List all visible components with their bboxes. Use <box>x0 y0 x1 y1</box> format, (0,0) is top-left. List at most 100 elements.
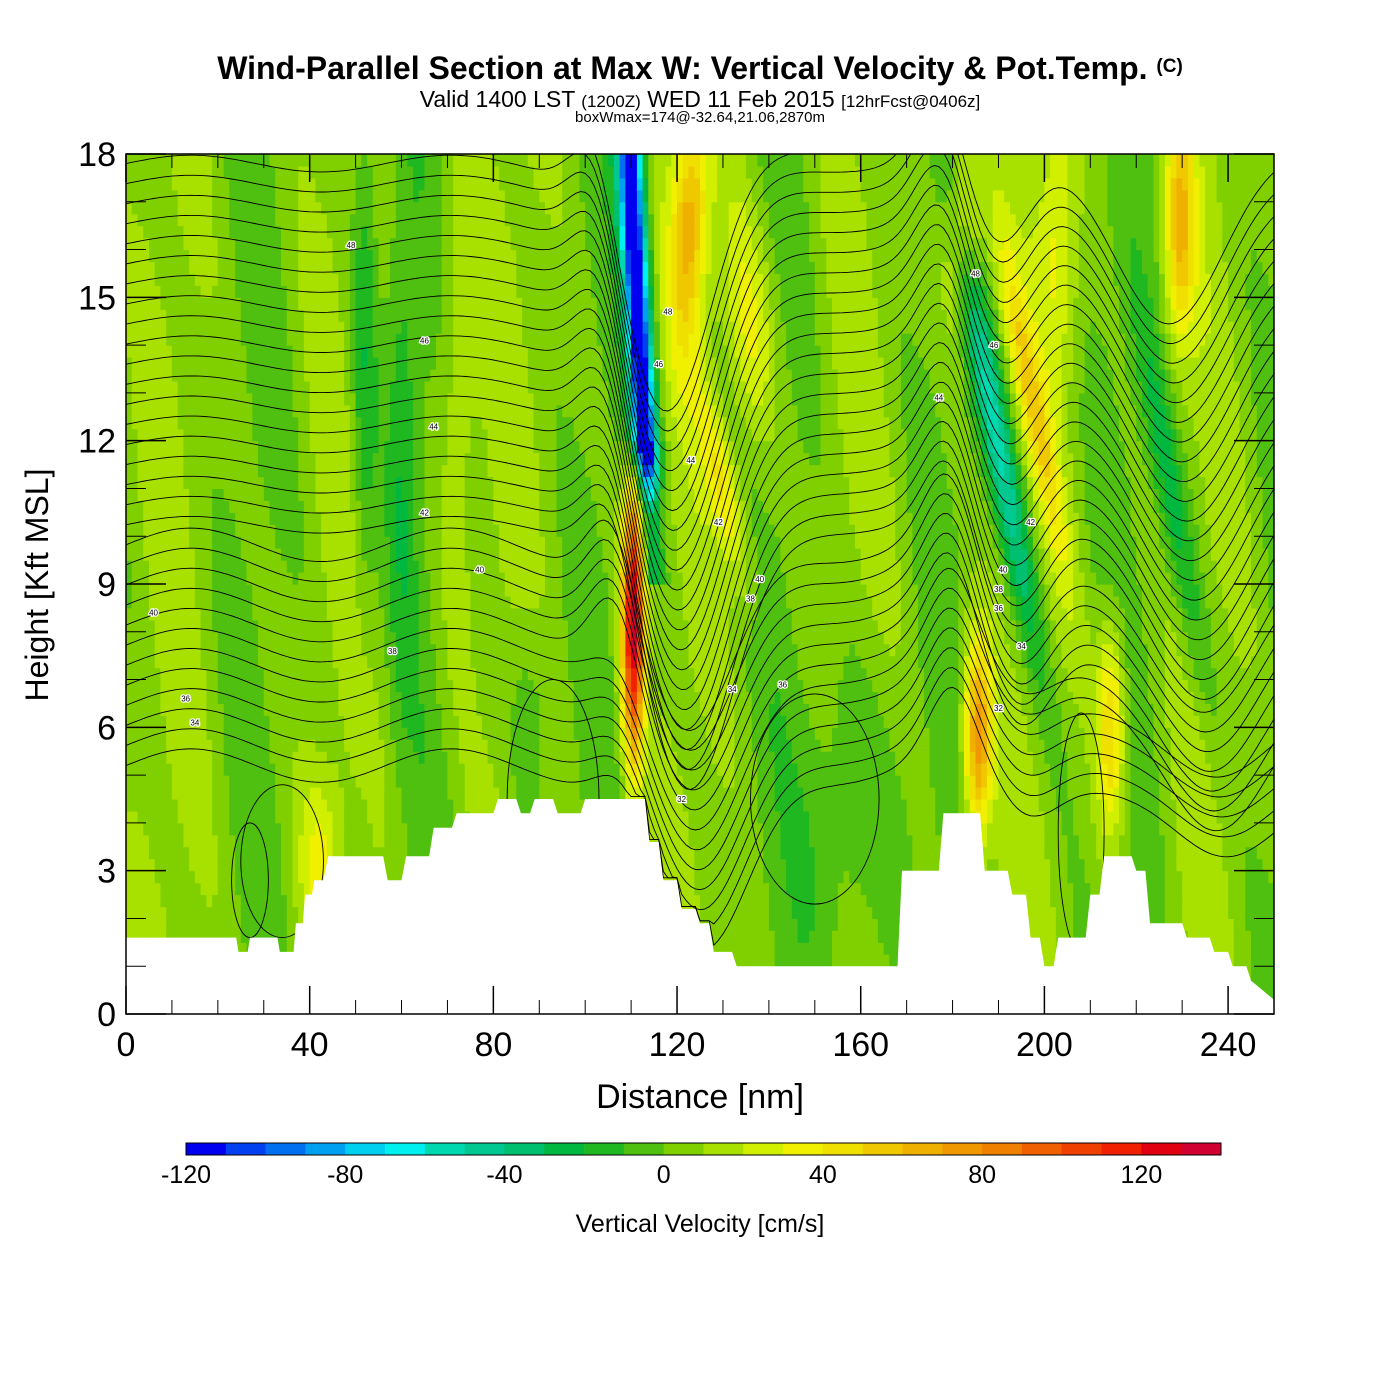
velocity-cell <box>292 476 299 489</box>
velocity-cell <box>171 882 179 896</box>
velocity-cell <box>395 822 403 836</box>
velocity-cell <box>246 834 253 848</box>
velocity-cell <box>160 428 167 442</box>
velocity-cell <box>499 775 506 788</box>
velocity-cell <box>493 787 500 800</box>
velocity-cell <box>424 787 431 800</box>
velocity-cell <box>281 810 288 824</box>
velocity-cell <box>453 237 460 251</box>
velocity-cell <box>481 249 489 263</box>
velocity-cell <box>470 703 477 716</box>
velocity-cell <box>344 524 351 537</box>
velocity-cell <box>166 464 173 478</box>
velocity-cell <box>137 189 144 203</box>
velocity-cell <box>372 440 380 454</box>
velocity-cell <box>401 727 408 740</box>
velocity-cell <box>510 667 517 681</box>
velocity-cell <box>149 297 156 310</box>
velocity-cell <box>189 643 196 657</box>
velocity-cell <box>171 751 179 764</box>
velocity-cell <box>137 930 144 943</box>
velocity-cell <box>326 380 334 394</box>
velocity-cell <box>131 225 138 239</box>
velocity-cell <box>464 560 471 573</box>
velocity-cell <box>154 285 161 298</box>
velocity-cell <box>229 213 236 227</box>
velocity-cell <box>200 691 207 704</box>
velocity-cell <box>430 213 437 227</box>
velocity-cell <box>453 285 460 298</box>
velocity-cell <box>384 333 391 346</box>
velocity-cell <box>189 691 196 704</box>
velocity-cell <box>349 560 357 573</box>
velocity-cell <box>418 488 425 501</box>
velocity-cell <box>355 273 362 286</box>
velocity-cell <box>430 822 437 836</box>
velocity-cell <box>315 619 322 633</box>
velocity-cell <box>275 536 282 549</box>
velocity-cell <box>298 703 305 716</box>
velocity-cell <box>131 787 138 800</box>
velocity-cell <box>143 345 150 358</box>
velocity-cell <box>286 882 293 896</box>
velocity-cell <box>126 703 133 716</box>
velocity-cell <box>298 273 305 286</box>
velocity-cell <box>177 595 184 609</box>
velocity-cell <box>510 357 517 370</box>
velocity-cell <box>252 715 259 728</box>
velocity-cell <box>143 643 150 657</box>
velocity-cell <box>309 273 316 286</box>
velocity-cell <box>476 380 483 394</box>
velocity-cell <box>418 201 425 215</box>
velocity-cell <box>160 822 167 836</box>
velocity-cell <box>476 440 483 454</box>
velocity-cell <box>286 536 293 549</box>
velocity-cell <box>143 679 150 693</box>
velocity-cell <box>390 834 397 848</box>
velocity-cell <box>240 237 248 251</box>
velocity-cell <box>183 667 190 681</box>
velocity-cell <box>436 452 443 466</box>
velocity-cell <box>206 345 213 358</box>
velocity-cell <box>263 285 271 298</box>
velocity-cell <box>355 751 362 764</box>
velocity-cell <box>217 882 225 896</box>
velocity-cell <box>166 715 173 728</box>
velocity-cell <box>447 440 454 454</box>
velocity-cell <box>281 512 288 525</box>
velocity-cell <box>183 894 190 908</box>
velocity-cell <box>275 858 282 872</box>
velocity-cell <box>338 810 345 824</box>
velocity-cell <box>487 440 494 454</box>
velocity-cell <box>424 333 431 346</box>
velocity-cell <box>223 787 230 800</box>
velocity-cell <box>160 225 167 239</box>
velocity-cell <box>137 285 144 298</box>
velocity-cell <box>137 834 144 848</box>
velocity-cell <box>149 213 156 227</box>
velocity-cell <box>160 416 167 430</box>
velocity-cell <box>263 775 271 788</box>
velocity-cell <box>390 165 397 179</box>
velocity-cell <box>372 309 380 322</box>
velocity-cell <box>189 189 196 203</box>
velocity-cell <box>453 201 460 215</box>
velocity-cell <box>246 189 253 203</box>
velocity-cell <box>321 822 328 836</box>
velocity-cell <box>263 321 271 334</box>
velocity-cell <box>309 201 316 215</box>
velocity-cell <box>223 416 230 430</box>
velocity-cell <box>275 213 282 227</box>
velocity-cell <box>171 763 179 776</box>
velocity-cell <box>286 177 293 191</box>
velocity-cell <box>390 273 397 286</box>
velocity-cell <box>464 297 471 310</box>
velocity-cell <box>292 763 299 776</box>
velocity-cell <box>183 679 190 693</box>
velocity-cell <box>303 572 311 585</box>
velocity-cell <box>332 428 339 442</box>
velocity-cell <box>286 189 293 203</box>
velocity-cell <box>361 357 368 370</box>
velocity-cell <box>458 440 466 454</box>
velocity-cell <box>441 715 448 728</box>
